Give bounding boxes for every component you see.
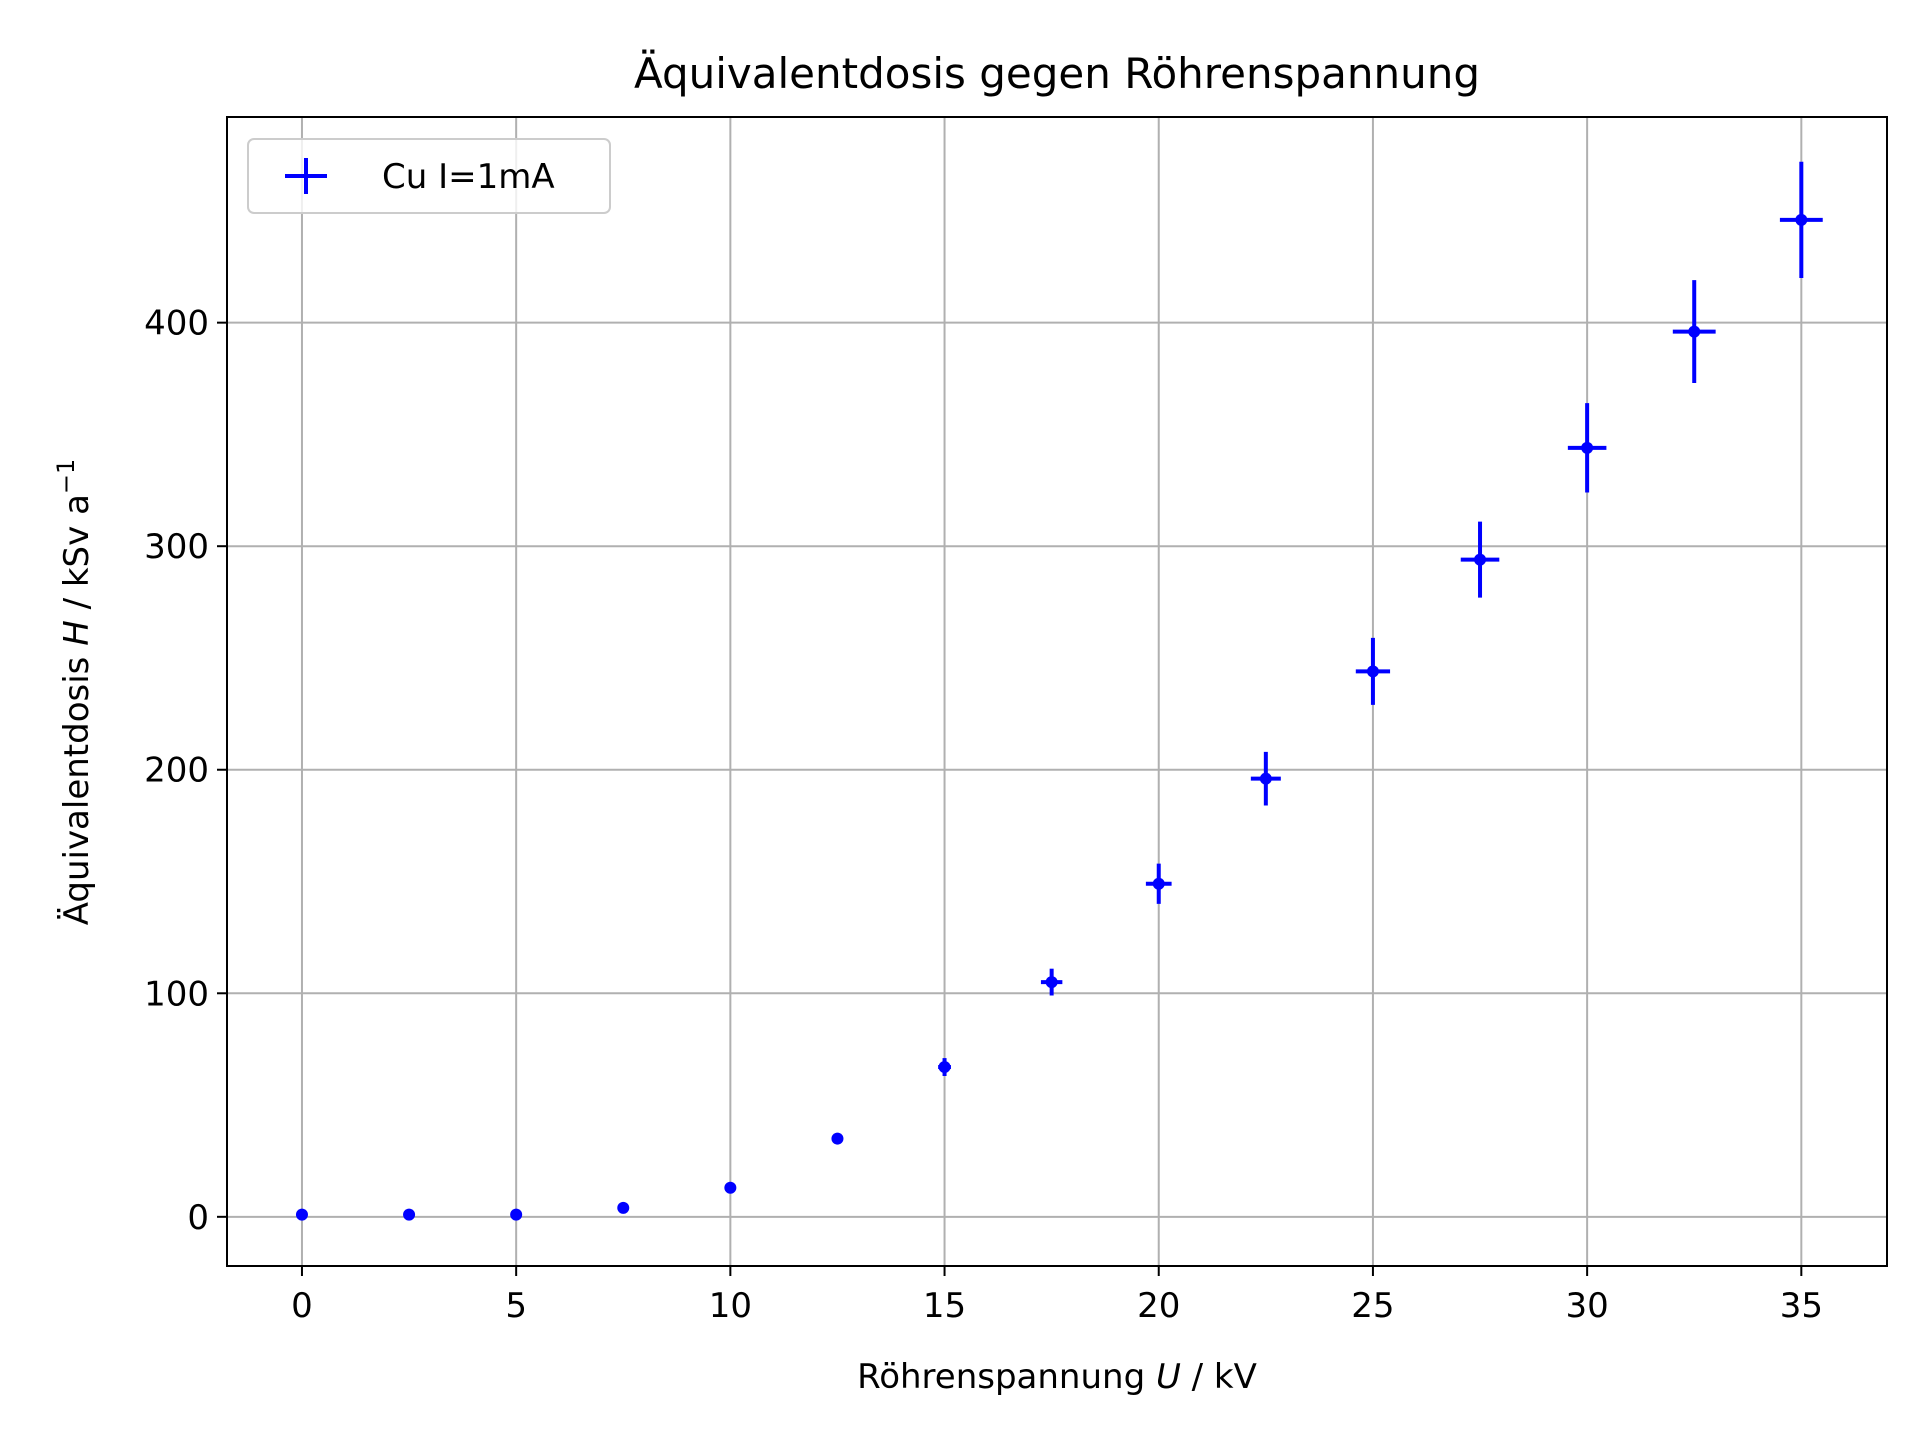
x-tick-label: 5 (505, 1286, 527, 1326)
data-point (1355, 637, 1391, 705)
legend: Cu I=1mA (247, 138, 611, 214)
y-tick-label: 300 (144, 527, 209, 567)
data-point (617, 1201, 630, 1214)
data-point (831, 1132, 844, 1145)
x-tick-label: 25 (1351, 1286, 1394, 1326)
point-marker (295, 1208, 308, 1221)
data-point (1672, 280, 1716, 384)
data-point (295, 1208, 308, 1221)
x-tick-label: 30 (1565, 1286, 1608, 1326)
x-tick-label: 10 (709, 1286, 752, 1326)
data-points (295, 161, 1823, 1221)
grid (227, 117, 1887, 1266)
chart-title: Äquivalentdosis gegen Röhrenspannung (634, 48, 1480, 98)
point-marker (510, 1208, 523, 1221)
y-axis-label: Äquivalentdosis H / kSv a−1 (52, 459, 97, 926)
data-point (1567, 403, 1607, 493)
x-axis-label: Röhrenspannung U / kV (857, 1357, 1257, 1397)
y-tick-label: 200 (144, 751, 209, 791)
point-marker (1366, 665, 1379, 678)
y-axis-ticks: 0 100 200 300 400 (144, 304, 227, 1238)
data-point (938, 1058, 951, 1076)
point-marker (1152, 877, 1165, 890)
point-marker (831, 1132, 844, 1145)
data-point (724, 1181, 737, 1194)
plot-frame (226, 116, 1888, 1267)
data-point (1145, 863, 1172, 904)
point-marker (1795, 213, 1808, 226)
y-tick-label: 0 (187, 1198, 209, 1238)
point-marker (403, 1208, 416, 1221)
point-marker (1045, 976, 1058, 989)
data-point (1779, 161, 1823, 278)
data-point (1040, 968, 1063, 996)
x-tick-label: 15 (923, 1286, 966, 1326)
data-point (1250, 751, 1281, 806)
y-tick-label: 100 (144, 974, 209, 1014)
x-axis-ticks: 0 5 10 15 20 25 30 35 (291, 1266, 1823, 1326)
x-tick-label: 20 (1137, 1286, 1180, 1326)
y-tick-label: 400 (144, 304, 209, 344)
legend-box (247, 138, 611, 214)
legend-label: Cu I=1mA (382, 157, 555, 197)
x-tick-label: 0 (291, 1286, 313, 1326)
data-point (510, 1208, 523, 1221)
data-point (403, 1208, 416, 1221)
point-marker (1474, 553, 1487, 566)
point-marker (1581, 441, 1594, 454)
point-marker (617, 1201, 630, 1214)
point-marker (938, 1061, 951, 1074)
x-tick-label: 35 (1780, 1286, 1823, 1326)
point-marker (1259, 772, 1272, 785)
point-marker (1688, 325, 1701, 338)
point-marker (724, 1181, 737, 1194)
data-point (1460, 521, 1500, 598)
